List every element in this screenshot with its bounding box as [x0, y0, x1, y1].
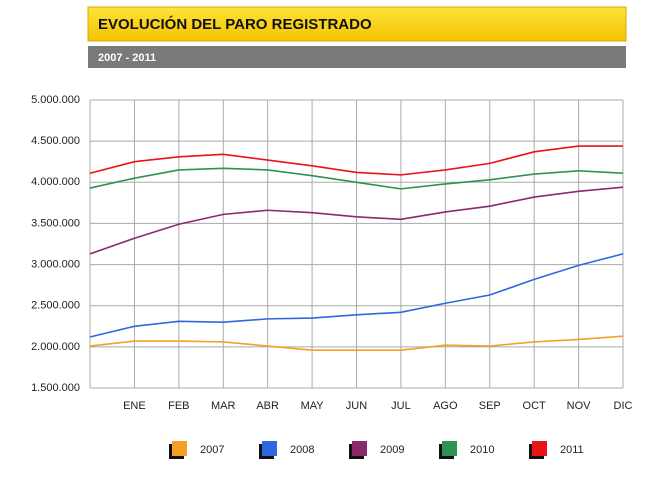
x-tick-label: ABR [256, 400, 279, 412]
x-tick-label: MAY [301, 400, 325, 412]
y-tick-label: 4.000.000 [31, 176, 80, 188]
x-tick-label: SEP [479, 400, 501, 412]
x-tick-label: OCT [523, 400, 547, 412]
legend-swatch [532, 441, 547, 456]
x-tick-label: MAR [211, 400, 236, 412]
legend-swatch [262, 441, 277, 456]
series-line [89, 335, 624, 351]
legend-label: 2010 [470, 444, 494, 456]
legend-swatch [352, 441, 367, 456]
series-line [89, 253, 624, 338]
y-tick-label: 2.500.000 [31, 300, 80, 312]
legend-label: 2011 [560, 444, 584, 456]
series-line [89, 186, 624, 255]
chart-title: EVOLUCIÓN DEL PARO REGISTRADO [98, 15, 372, 33]
x-tick-label: FEB [168, 400, 189, 412]
legend-label: 2009 [380, 444, 404, 456]
x-tick-label: JUN [346, 400, 367, 412]
x-tick-label: ENE [123, 400, 146, 412]
legend-swatch [172, 441, 187, 456]
series-line [89, 167, 624, 190]
y-tick-label: 1.500.000 [31, 382, 80, 394]
y-tick-label: 3.500.000 [31, 217, 80, 229]
y-tick-label: 3.000.000 [31, 258, 80, 270]
y-tick-label: 4.500.000 [31, 135, 80, 147]
legend-swatch [442, 441, 457, 456]
x-tick-label: DIC [614, 400, 633, 412]
legend-label: 2007 [200, 444, 224, 456]
subtitle-bar [88, 46, 626, 68]
title-banner [87, 6, 627, 42]
x-tick-label: AGO [433, 400, 458, 412]
y-tick-label: 5.000.000 [31, 94, 80, 106]
chart-subtitle: 2007 - 2011 [98, 52, 156, 64]
x-tick-label: NOV [567, 400, 592, 412]
legend-label: 2008 [290, 444, 314, 456]
series-line [89, 145, 623, 176]
y-tick-label: 2.000.000 [31, 341, 80, 353]
x-tick-label: JUL [391, 400, 411, 412]
